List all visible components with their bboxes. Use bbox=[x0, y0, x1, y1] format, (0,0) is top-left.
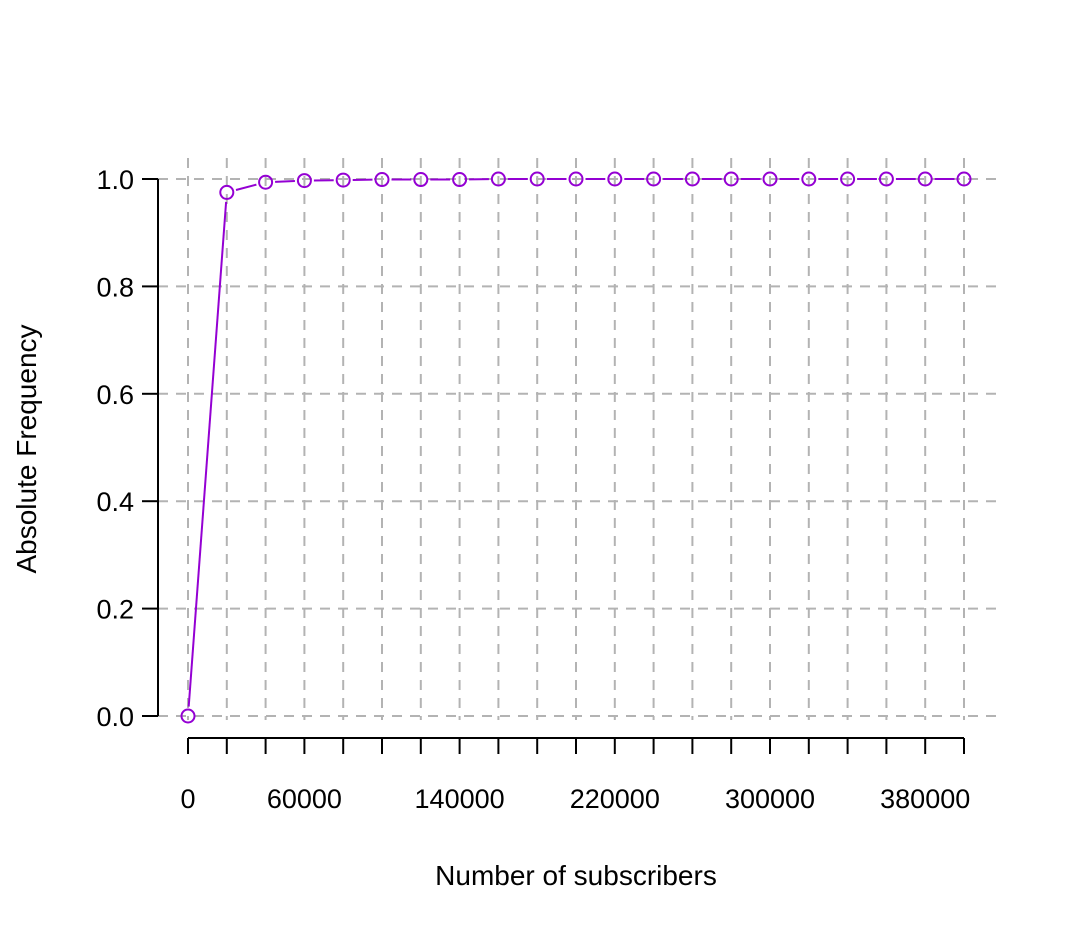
y-tick-label: 0.4 bbox=[96, 487, 134, 517]
grid bbox=[158, 158, 996, 720]
data-point bbox=[490, 171, 506, 187]
data-point bbox=[607, 171, 623, 187]
data-point bbox=[684, 171, 700, 187]
data-point bbox=[956, 171, 972, 187]
data-point bbox=[529, 171, 545, 187]
y-tick-label: 1.0 bbox=[96, 165, 134, 195]
y-tick-label: 0.8 bbox=[96, 272, 134, 302]
y-axis-title: Absolute Frequency bbox=[11, 324, 42, 573]
x-tick-label: 380000 bbox=[880, 784, 970, 814]
data-point bbox=[296, 173, 312, 189]
x-tick-label: 300000 bbox=[725, 784, 815, 814]
x-tick-label: 220000 bbox=[570, 784, 660, 814]
data-point bbox=[219, 184, 235, 200]
x-tick-label: 60000 bbox=[267, 784, 342, 814]
y-tick-label: 0.6 bbox=[96, 380, 134, 410]
y-axis: 0.0 0.2 0.4 0.6 0.8 1.0 bbox=[96, 165, 159, 732]
data-point bbox=[335, 172, 351, 188]
data-point bbox=[762, 171, 778, 187]
x-tick-label: 140000 bbox=[415, 784, 505, 814]
series-segment bbox=[235, 183, 257, 191]
data-point bbox=[413, 172, 429, 188]
x-tick-label: 0 bbox=[180, 784, 195, 814]
y-tick-label: 0.0 bbox=[96, 702, 134, 732]
data-point bbox=[878, 171, 894, 187]
data-point bbox=[374, 172, 390, 188]
x-axis: 0 60000 140000 220000 300000 380000 bbox=[180, 737, 970, 814]
data-point bbox=[917, 171, 933, 187]
data-point bbox=[646, 171, 662, 187]
x-axis-title: Number of subscribers bbox=[435, 860, 717, 891]
data-point bbox=[180, 708, 196, 724]
data-point bbox=[452, 172, 468, 188]
series-segment bbox=[275, 180, 295, 183]
data-point bbox=[258, 174, 274, 190]
data-point bbox=[568, 171, 584, 187]
series-plot bbox=[180, 171, 972, 724]
data-point bbox=[840, 171, 856, 187]
data-point bbox=[723, 171, 739, 187]
y-tick-label: 0.2 bbox=[96, 595, 134, 625]
data-point bbox=[801, 171, 817, 187]
series-segment bbox=[187, 201, 228, 707]
